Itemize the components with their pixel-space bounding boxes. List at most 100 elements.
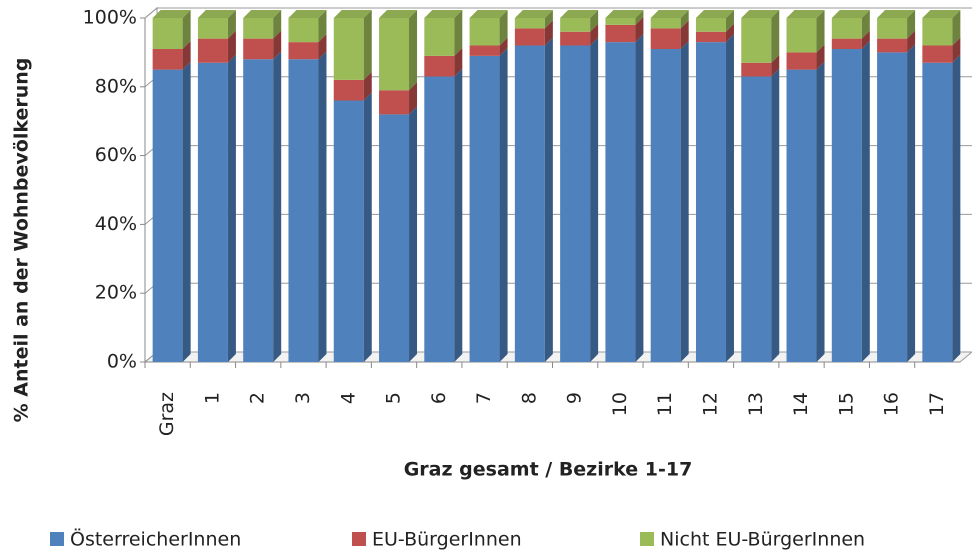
bar-face	[590, 37, 599, 363]
bar-segment	[560, 37, 599, 363]
bar-face	[952, 10, 961, 46]
x-tick-label: 17	[926, 392, 948, 416]
bar-face	[318, 51, 327, 362]
bar-segment	[379, 82, 418, 115]
bar-face	[379, 114, 410, 362]
bar-face	[333, 18, 364, 80]
bar-segment	[243, 30, 282, 60]
x-tick-label: 14	[790, 392, 812, 416]
bar-face	[907, 30, 916, 53]
bar-face	[877, 38, 908, 53]
bar-face	[650, 48, 681, 363]
bar-face	[424, 18, 455, 56]
bar-face	[514, 28, 545, 46]
bar-face	[725, 10, 734, 32]
bar-face	[454, 68, 463, 362]
bar-face	[605, 24, 636, 43]
x-tick-label: 11	[654, 392, 676, 416]
bar-face	[333, 10, 372, 18]
bar-face	[907, 10, 916, 39]
bar-segment	[333, 10, 372, 80]
bar-segment	[650, 10, 689, 29]
bar-segment	[197, 54, 236, 362]
x-tick-label: 4	[337, 392, 359, 404]
bar-segment	[877, 10, 916, 39]
bar-face	[243, 38, 274, 60]
bar-segment	[695, 34, 734, 362]
legend-label: Nicht EU-BürgerInnen	[660, 529, 865, 551]
bar-face	[877, 10, 916, 18]
legend-swatch	[640, 532, 654, 546]
bar-face	[333, 100, 364, 362]
bar-face	[514, 45, 545, 363]
bar-face	[861, 30, 870, 49]
bar-face	[379, 18, 410, 91]
bar-face	[650, 10, 689, 18]
bar-face	[227, 10, 236, 39]
bar-face	[560, 31, 591, 46]
bar-segment	[514, 20, 553, 46]
bar-segment	[288, 10, 327, 43]
bar-face	[771, 54, 780, 77]
bar-segment	[877, 30, 916, 53]
bar-face	[182, 61, 191, 362]
bar-face	[816, 44, 825, 70]
bar-face	[379, 10, 418, 18]
bar-segment	[786, 61, 825, 362]
bar-segment	[152, 40, 191, 70]
bar-segment	[560, 10, 599, 32]
bar-face	[590, 10, 599, 32]
bar-segment	[786, 10, 825, 53]
bar-segment	[424, 10, 463, 56]
y-tick-label: 100%	[83, 7, 137, 29]
bar-face	[243, 10, 282, 18]
bar-face	[680, 10, 689, 29]
bar-face	[318, 10, 327, 43]
bar-segment	[469, 37, 508, 56]
bar-face	[182, 10, 191, 49]
bar-face	[544, 37, 553, 363]
bar-segment	[605, 10, 644, 25]
x-tick-label: 8	[518, 392, 540, 404]
bar-face	[469, 10, 508, 18]
bar-face	[695, 18, 726, 32]
bar-face	[786, 10, 825, 18]
bar-face	[469, 55, 500, 363]
bar-face	[741, 18, 772, 63]
bar-segment	[333, 71, 372, 101]
bar-face	[922, 18, 953, 46]
bar-face	[514, 18, 545, 29]
bar-segment	[922, 54, 961, 362]
bar-face	[424, 55, 455, 77]
bar-segment	[469, 10, 508, 46]
bar-segment	[786, 44, 825, 70]
bar-segment	[831, 30, 870, 49]
bar-face	[363, 71, 372, 101]
bar-face	[152, 18, 183, 49]
bar-segment	[741, 10, 780, 63]
bar-face	[243, 59, 274, 362]
x-tick-label: 12	[699, 392, 721, 416]
bar-face	[605, 18, 636, 25]
bar-segment	[379, 10, 418, 91]
bar-face	[454, 47, 463, 77]
y-tick-label: 80%	[95, 75, 137, 97]
bar-face	[227, 30, 236, 63]
bar-face	[786, 52, 817, 70]
bar-face	[197, 38, 228, 63]
bar-segment	[831, 10, 870, 39]
bar-face	[786, 69, 817, 362]
bar-face	[741, 76, 772, 362]
bar-face	[635, 10, 644, 25]
grid-line	[144, 7, 972, 19]
bar-face	[409, 106, 418, 362]
bar-face	[635, 16, 644, 43]
bar-segment	[650, 40, 689, 363]
bar-face	[499, 47, 508, 363]
bar-segment	[650, 20, 689, 49]
bar-face	[424, 10, 463, 18]
bar-face	[650, 18, 681, 29]
bar-face	[273, 51, 282, 362]
y-tick-label: 60%	[95, 144, 137, 166]
